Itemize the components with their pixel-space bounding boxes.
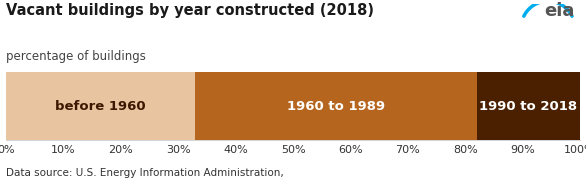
Text: Vacant buildings by year constructed (2018): Vacant buildings by year constructed (20… — [6, 3, 374, 18]
Bar — [6, 72, 195, 140]
Text: percentage of buildings: percentage of buildings — [6, 50, 146, 63]
Text: 1960 to 1989: 1960 to 1989 — [287, 100, 385, 113]
Text: Data source: U.S. Energy Information Administration,: Data source: U.S. Energy Information Adm… — [6, 168, 287, 178]
Text: 1990 to 2018: 1990 to 2018 — [479, 100, 578, 113]
Text: Data source: U.S. Energy Information Administration,: Data source: U.S. Energy Information Adm… — [6, 168, 287, 178]
Text: before 1960: before 1960 — [55, 100, 146, 113]
Bar — [195, 72, 477, 140]
Bar — [477, 72, 580, 140]
Text: eia: eia — [544, 2, 574, 20]
